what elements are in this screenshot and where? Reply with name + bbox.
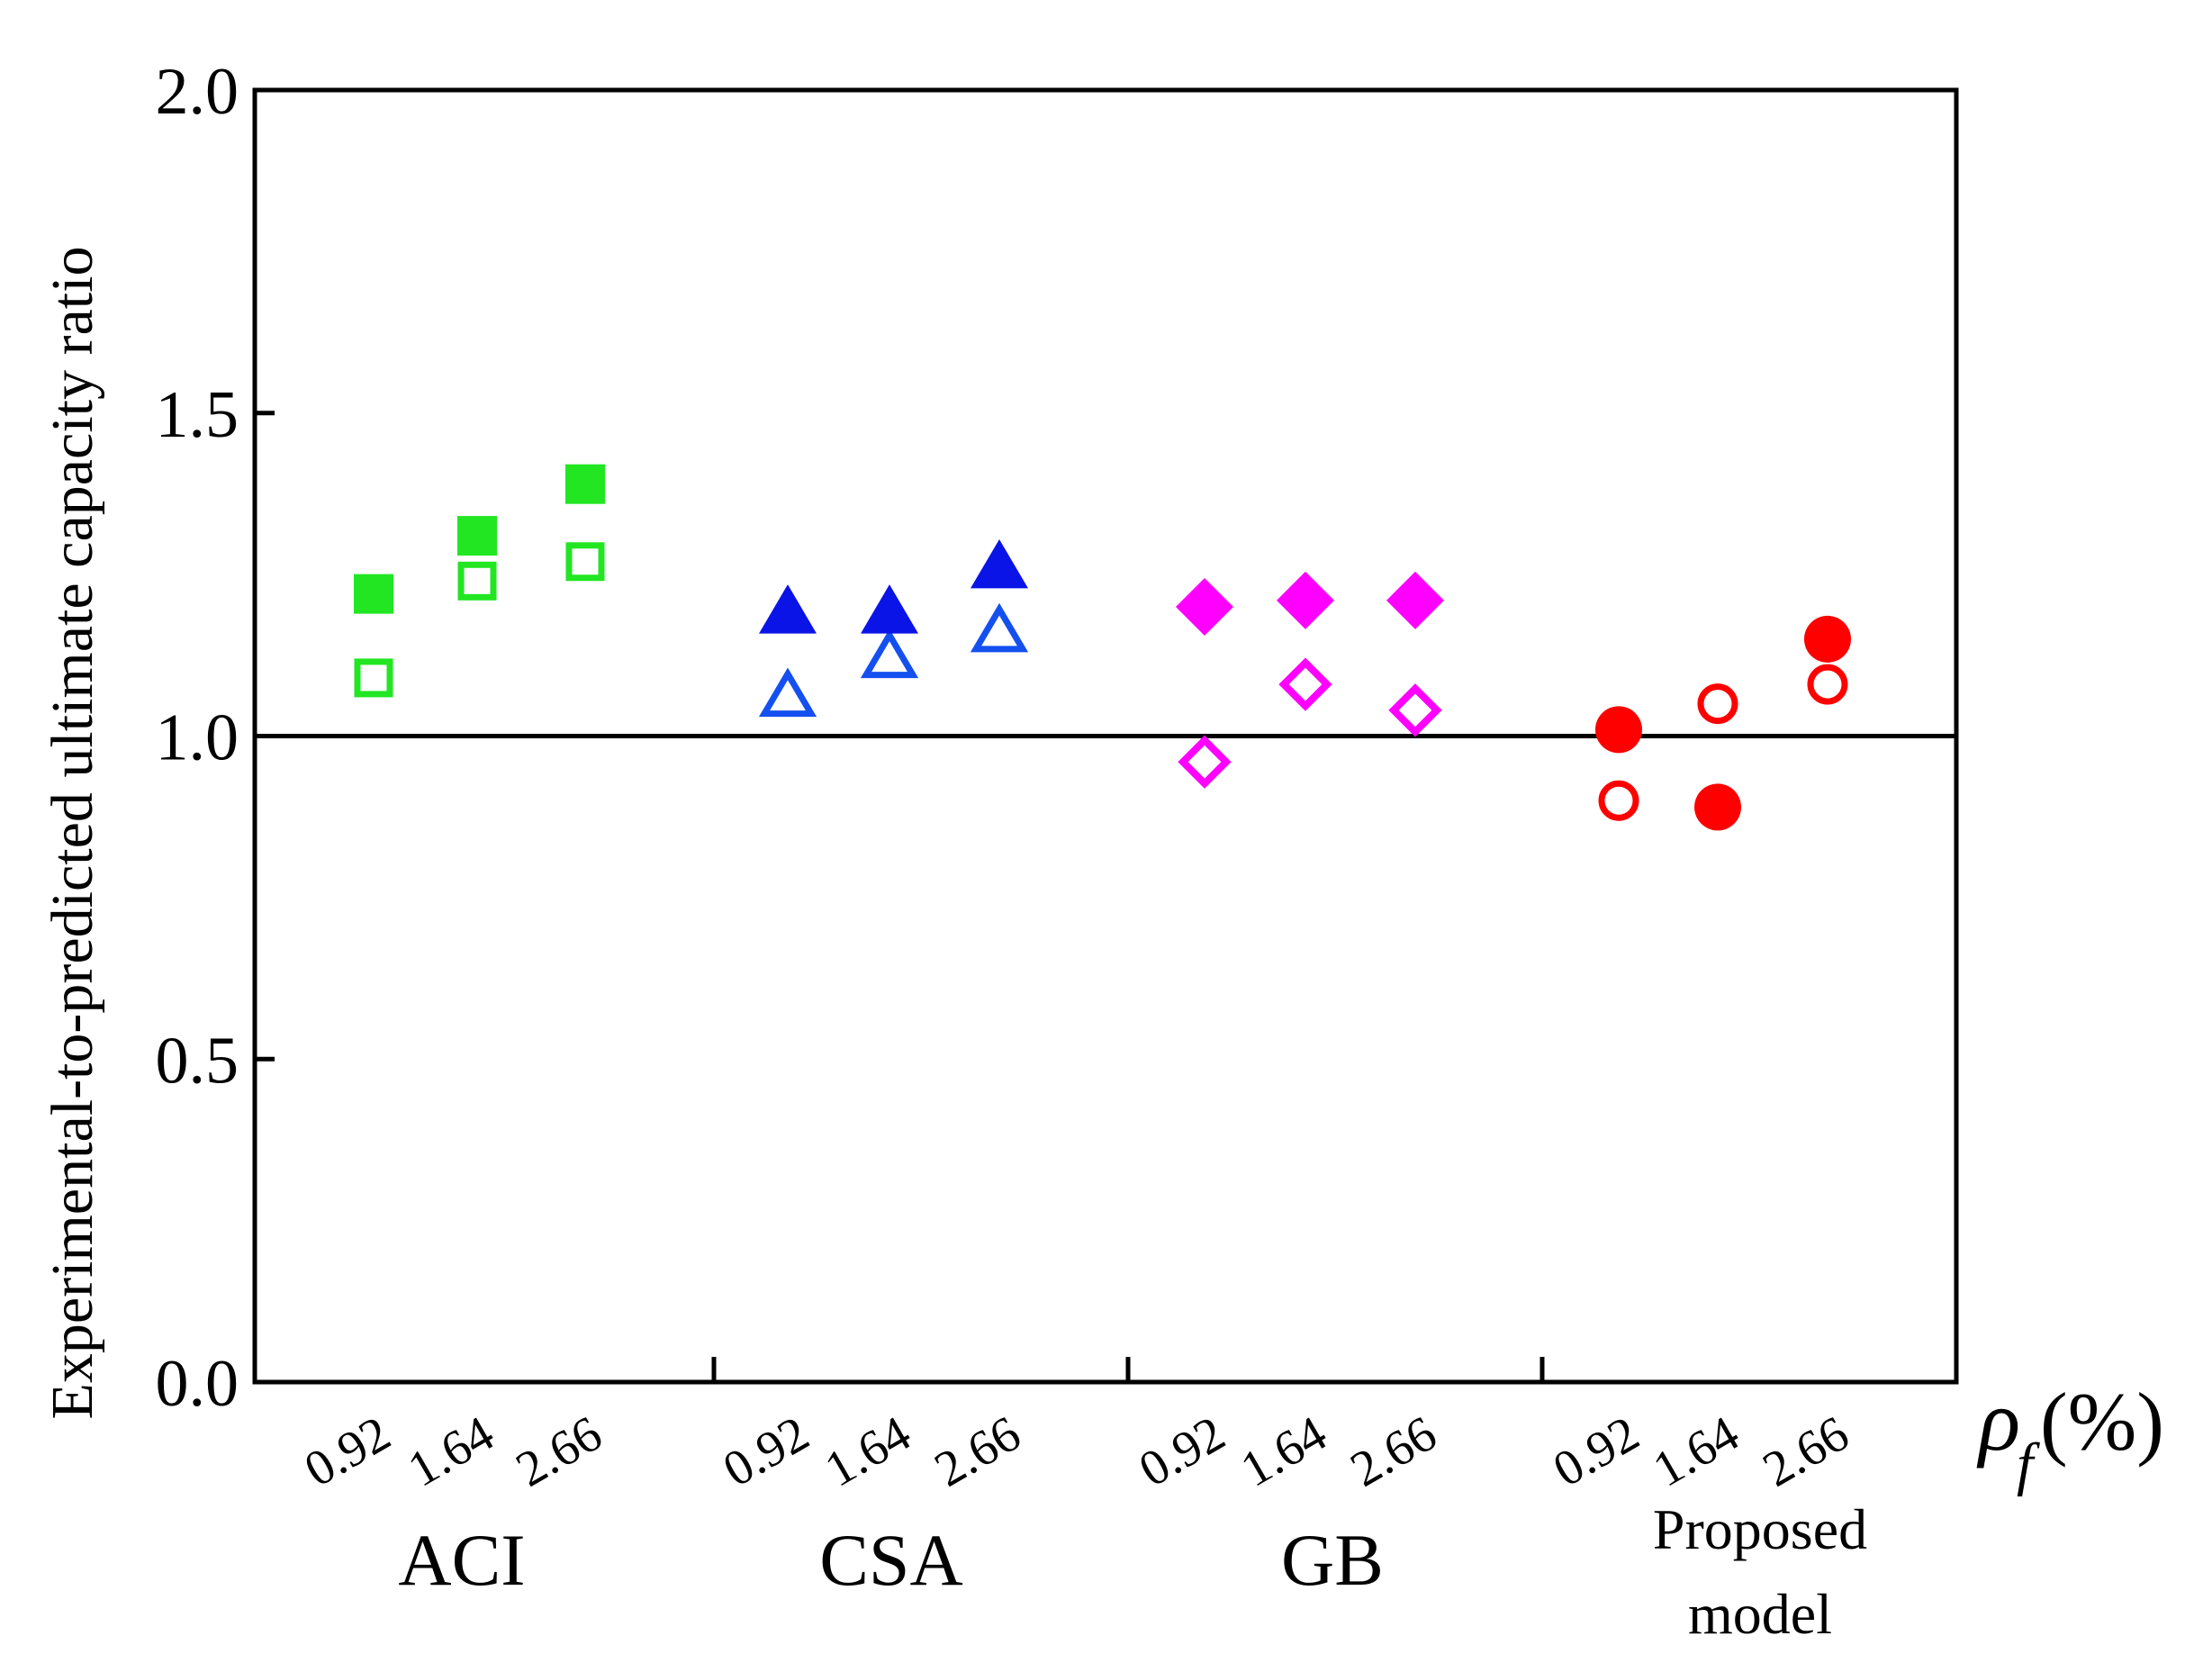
x-axis-symbol: ρ <box>1976 1372 2020 1469</box>
marker-diamond-filled <box>1277 571 1334 629</box>
marker-diamond-hollow <box>1388 683 1442 737</box>
marker-circle-filled <box>1595 706 1642 754</box>
marker-triangle-hollow <box>970 602 1029 653</box>
y-axis-label: Experimental-to-predicted ultimate capac… <box>40 247 105 1420</box>
marker-triangle-filled <box>971 538 1028 589</box>
y-tick-label: 1.0 <box>156 701 239 775</box>
marker-diamond-filled <box>1176 578 1233 636</box>
marker-triangle-filled <box>759 584 817 634</box>
axes <box>252 87 1959 1385</box>
marker-square-hollow <box>457 561 497 601</box>
marker-circle-hollow <box>1598 780 1639 821</box>
group-label: Proposed <box>1653 1497 1867 1561</box>
marker-circle-hollow <box>1697 683 1738 725</box>
marker-square-filled <box>565 464 605 504</box>
marker-square-hollow <box>354 658 393 698</box>
marker-square-hollow <box>565 542 605 582</box>
marker-square-filled <box>354 574 393 614</box>
marker-triangle-filled <box>861 584 918 634</box>
y-tick-label: 0.5 <box>156 1024 239 1098</box>
marker-diamond-hollow <box>1278 657 1332 711</box>
y-tick-label: 1.5 <box>156 378 239 452</box>
marker-circle-hollow <box>1807 664 1848 705</box>
marker-circle-filled <box>1804 615 1851 663</box>
group-label: CSA <box>819 1519 963 1601</box>
y-tick-label: 2.0 <box>156 55 239 129</box>
marker-circle-filled <box>1694 783 1741 831</box>
marker-triangle-hollow <box>860 628 919 679</box>
x-axis-unit: (%) <box>2040 1376 2164 1468</box>
marker-diamond-hollow <box>1178 735 1232 789</box>
data-markers <box>354 464 1851 831</box>
marker-square-filled <box>457 516 497 556</box>
group-label: GB <box>1281 1519 1384 1601</box>
group-label: model <box>1688 1582 1832 1646</box>
y-tick-label: 0.0 <box>156 1347 239 1421</box>
marker-triangle-hollow <box>758 667 817 718</box>
marker-diamond-filled <box>1386 571 1444 629</box>
group-label: ACI <box>398 1519 525 1601</box>
